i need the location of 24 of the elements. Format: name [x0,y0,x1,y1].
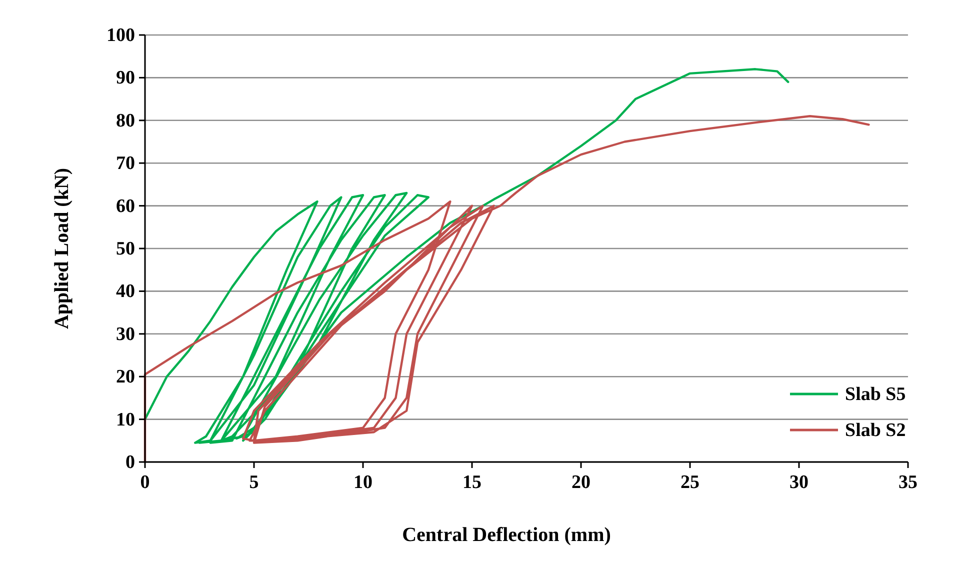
y-tick-label: 0 [126,452,135,473]
y-tick-label: 50 [116,238,135,260]
x-tick-label: 0 [140,472,150,493]
legend-label: Slab S5 [845,384,906,405]
y-tick-label: 30 [116,324,135,345]
y-tick-label: 80 [116,110,135,132]
x-tick-label: 35 [898,472,918,493]
y-axis-title: Applied Load (kN) [51,168,73,330]
y-tick-label: 20 [116,366,135,388]
x-tick-label: 20 [572,472,590,493]
line-series [144,68,790,444]
x-axis-title: Central Deflection (mm) [402,524,611,546]
x-tick-label: 5 [249,472,259,493]
x-tick-label: 10 [354,472,372,493]
x-tick-label: 15 [462,472,482,493]
legend-label: Slab S2 [845,420,906,441]
y-tick-label: 10 [116,409,135,430]
y-tick-label: 100 [106,25,135,46]
y-tick-label: 70 [116,153,135,174]
y-tick-label: 40 [116,281,135,302]
y-tick-label: 90 [116,68,135,89]
x-tick-label: 30 [790,472,808,493]
y-tick-label: 60 [116,196,135,217]
x-tick-label: 25 [680,472,700,493]
